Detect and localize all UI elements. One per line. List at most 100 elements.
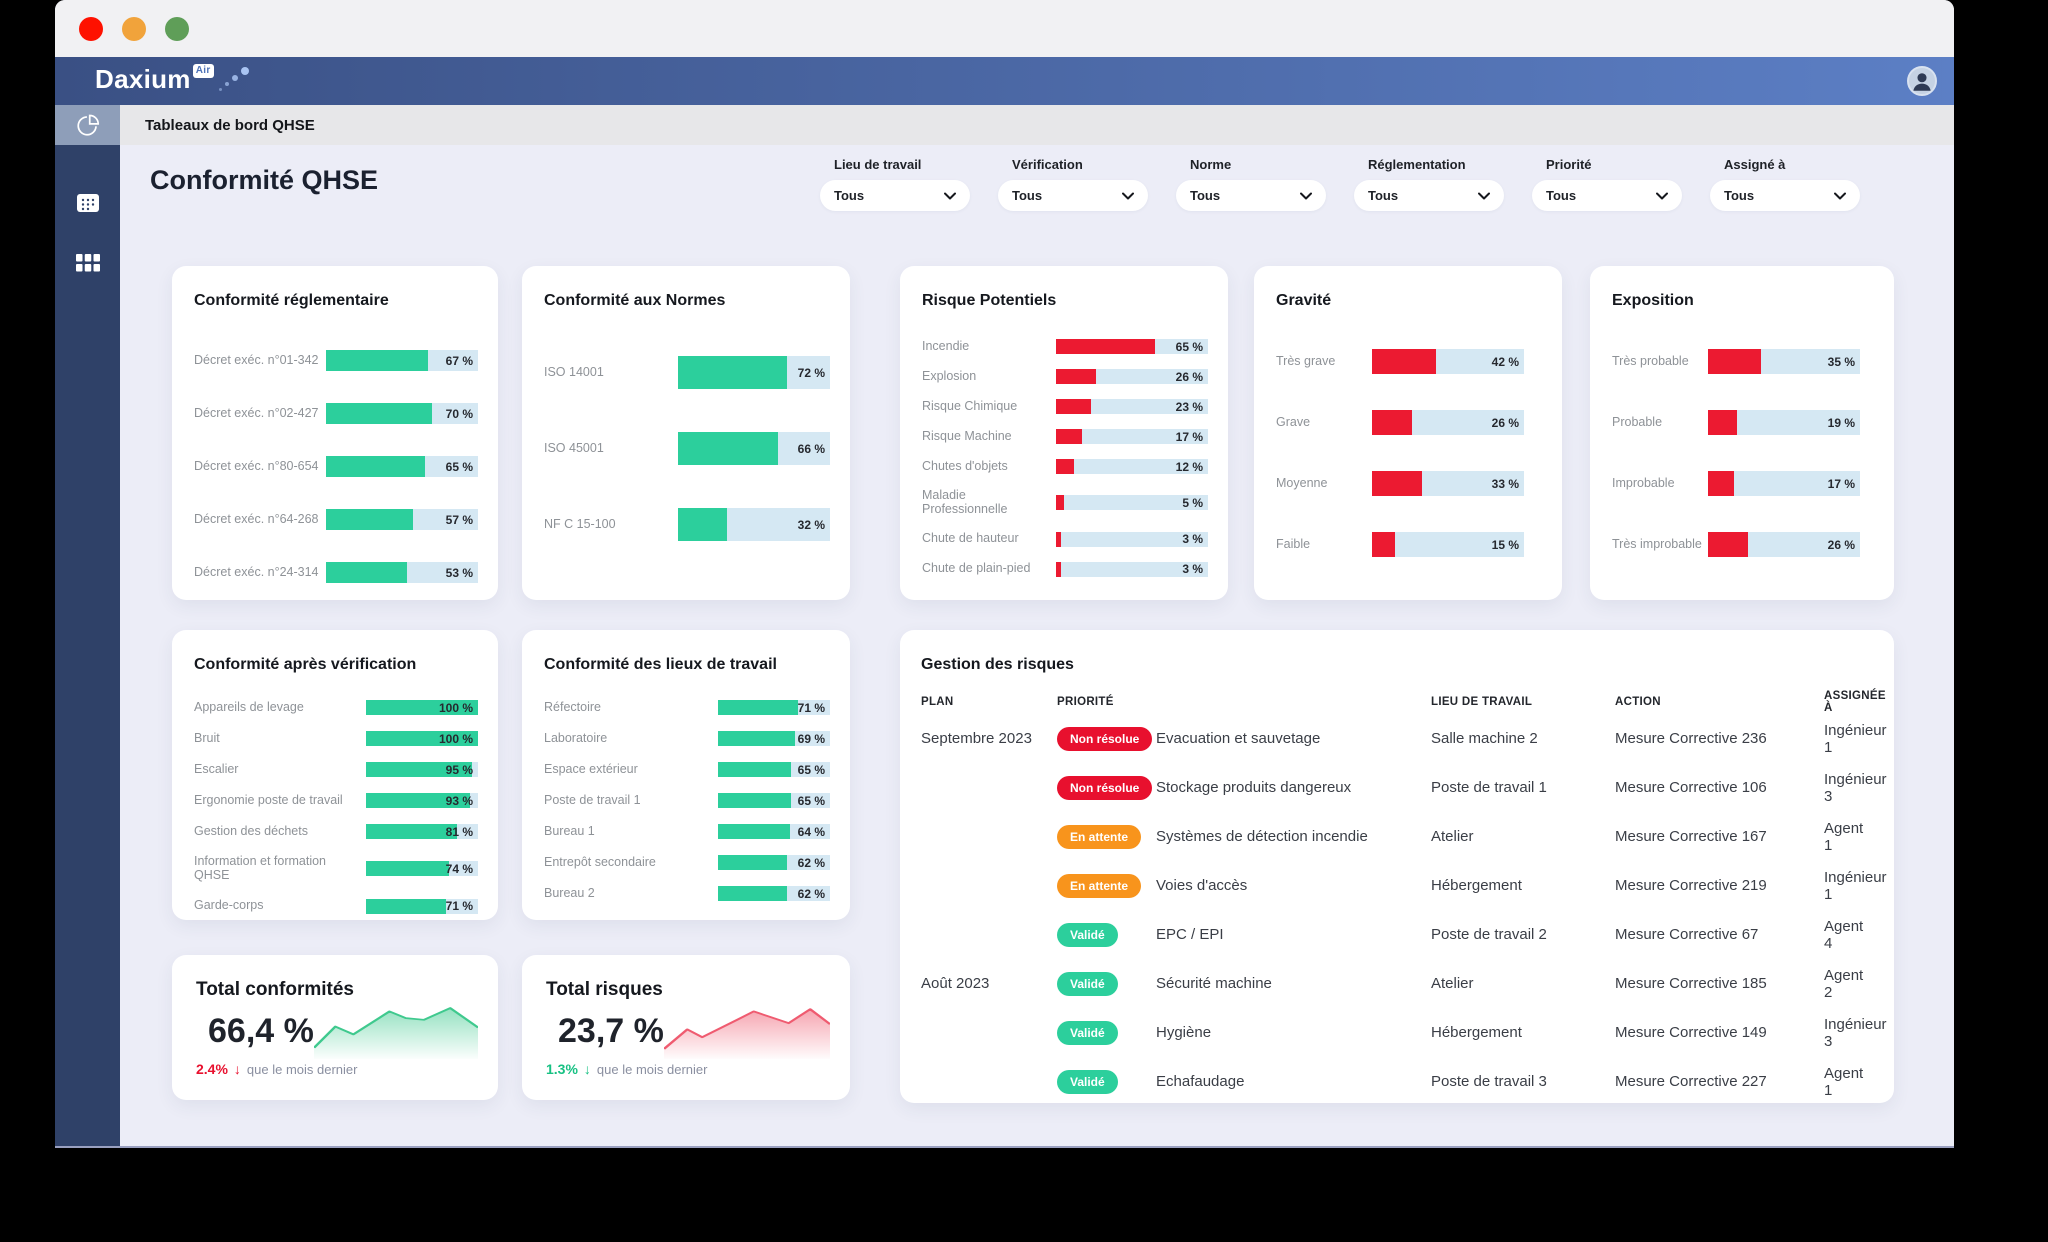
- delta-value: 2.4%: [196, 1061, 228, 1077]
- bar-track: 67 %: [326, 350, 478, 371]
- user-avatar[interactable]: [1907, 66, 1937, 96]
- bar-row: Très probable 35 %: [1612, 349, 1860, 374]
- bar-value: 33 %: [1491, 476, 1519, 491]
- bar-fill: [1056, 459, 1075, 474]
- bar-value: 32 %: [797, 517, 825, 532]
- bar-track: 95 %: [366, 762, 478, 777]
- filter-select-norme[interactable]: Tous: [1176, 180, 1326, 211]
- filter-select-verification[interactable]: Tous: [998, 180, 1148, 211]
- card-conformite-lieux-travail: Conformité des lieux de travail Réfectoir…: [522, 630, 850, 920]
- bar-track: 71 %: [366, 898, 478, 914]
- bar-fill: [1056, 339, 1155, 354]
- bar-row: Moyenne 33 %: [1276, 471, 1524, 496]
- card-title: Conformité aux Normes: [544, 292, 726, 309]
- close-window-button[interactable]: [79, 16, 103, 41]
- minimize-window-button[interactable]: [122, 16, 146, 41]
- bar-fill: [1372, 410, 1412, 435]
- bar-row: Espace extérieur 65 %: [544, 762, 830, 777]
- bar-track: 100 %: [366, 700, 478, 715]
- cell-risque: EPC / EPI: [1156, 926, 1224, 943]
- bar-track: 32 %: [678, 508, 830, 541]
- column-header-lieu-de-travail: LIEU DE TRAVAIL: [1431, 696, 1533, 708]
- cell-plan: Août 2023: [921, 975, 990, 992]
- filter-select-reglementation[interactable]: Tous: [1354, 180, 1504, 211]
- bar-row: Grave 26 %: [1276, 410, 1524, 435]
- bar-track: 62 %: [718, 855, 830, 870]
- bar-track: 5 %: [1056, 495, 1208, 511]
- bar-track: 17 %: [1056, 429, 1208, 444]
- bar-value: 65 %: [797, 793, 825, 808]
- filter-value: Tous: [1546, 188, 1577, 203]
- table-row[interactable]: En attente Systèmes de détection incendie…: [921, 812, 1874, 861]
- card-gestion-des-risques: Gestion des risques PLAN PRIORITÉ LIEU DE …: [900, 630, 1894, 1103]
- person-icon: [1913, 73, 1931, 91]
- calendar-icon: [76, 194, 99, 212]
- card-title: Conformité réglementaire: [194, 292, 389, 309]
- bar-track: 3 %: [1056, 561, 1208, 577]
- delta-row: 2.4% ↓ que le mois dernier: [196, 1061, 478, 1077]
- bar-label: Gestion des déchets: [194, 823, 308, 838]
- bar-track: 74 %: [366, 861, 478, 877]
- bar-fill: [366, 700, 478, 715]
- bar-label: Décret exéc. n°64-268: [194, 511, 319, 526]
- bar-row: ISO 45001 66 %: [544, 432, 830, 465]
- cell-risque: Echafaudage: [1156, 1073, 1245, 1090]
- bar-fill: [1056, 561, 1061, 577]
- bar-chart: ISO 14001 72 % ISO 45001 66 % NF C 15-100 32 …: [544, 356, 830, 541]
- bar-label: Information et formation QHSE: [194, 854, 327, 882]
- filter-select-priorite[interactable]: Tous: [1532, 180, 1682, 211]
- chevron-down-icon: [1300, 192, 1312, 200]
- cell-lieu-de-travail: Hébergement: [1431, 877, 1522, 894]
- table-title: Gestion des risques: [921, 656, 1074, 673]
- filters-bar: Lieu de travail Tous Vérification Tous Norme…: [820, 157, 1860, 211]
- bar-row: Information et formation QHSE 74 %: [194, 854, 478, 883]
- bar-row: Bureau 1 64 %: [544, 824, 830, 839]
- sidebar-item-calendar[interactable]: [55, 183, 120, 223]
- bar-value: 65 %: [445, 459, 473, 474]
- bar-track: 65 %: [326, 456, 478, 477]
- bar-track: 26 %: [1056, 369, 1208, 384]
- bar-label: Probable: [1612, 414, 1663, 429]
- bar-row: ISO 14001 72 %: [544, 356, 830, 389]
- cell-lieu-de-travail: Atelier: [1431, 828, 1474, 845]
- cell-priorite: En attente: [1057, 873, 1156, 898]
- filter-value: Tous: [834, 188, 865, 203]
- card-conformite-apres-verification: Conformité après vérification Appareils d…: [172, 630, 498, 920]
- table-row[interactable]: En attente Voies d'accès Hébergement Mesure…: [921, 861, 1887, 910]
- bar-track: 65 %: [1056, 339, 1208, 354]
- cell-risque: Evacuation et sauvetage: [1156, 730, 1321, 747]
- bar-value: 26 %: [1491, 415, 1519, 430]
- table-row[interactable]: Validé Hygiène Hébergement Mesure Correctiv…: [921, 1008, 1887, 1057]
- bar-label: Grave: [1276, 414, 1311, 429]
- cell-assignee: Ingénieur 1: [1824, 721, 1887, 756]
- table-row[interactable]: Validé Echafaudage Poste de travail 3 Mesur…: [921, 1057, 1874, 1106]
- bar-row: Décret exéc. n°02-427 70 %: [194, 403, 478, 424]
- bar-row: Ergonomie poste de travail 93 %: [194, 793, 478, 808]
- bar-value: 74 %: [445, 861, 473, 876]
- filter-select-assigne-a[interactable]: Tous: [1710, 180, 1860, 211]
- bar-track: 42 %: [1372, 349, 1524, 374]
- bar-label: Bruit: [194, 730, 220, 745]
- table-row[interactable]: Non résolue Stockage produits dangereux Po…: [921, 763, 1887, 812]
- bar-track: 26 %: [1372, 410, 1524, 435]
- bar-row: Bruit 100 %: [194, 731, 478, 746]
- sidebar-item-apps[interactable]: [55, 243, 120, 283]
- table-row[interactable]: Septembre 2023 Non résolue Evacuation et s…: [921, 714, 1887, 763]
- filter-select-lieu-de-travail[interactable]: Tous: [820, 180, 970, 211]
- bar-track: 53 %: [326, 562, 478, 583]
- bar-label: Réfectoire: [544, 699, 601, 714]
- table-row[interactable]: Août 2023 Validé Sécurité machine Atelier Me…: [921, 959, 1874, 1008]
- bar-row: Laboratoire 69 %: [544, 731, 830, 746]
- maximize-window-button[interactable]: [165, 16, 189, 41]
- status-badge: Validé: [1057, 1069, 1118, 1094]
- bar-row: Garde-corps 71 %: [194, 898, 478, 914]
- arrow-down-icon: ↓: [583, 1061, 591, 1077]
- cell-action: Mesure Corrective 149: [1615, 1024, 1767, 1041]
- bar-fill: [678, 356, 788, 389]
- bar-track: 66 %: [678, 432, 830, 465]
- table-row[interactable]: Validé EPC / EPI Poste de travail 2 Mesure …: [921, 910, 1874, 959]
- breadcrumb: Tableaux de bord QHSE: [120, 105, 1954, 145]
- filter-value: Tous: [1724, 188, 1755, 203]
- sidebar-item-dashboards[interactable]: [55, 105, 120, 145]
